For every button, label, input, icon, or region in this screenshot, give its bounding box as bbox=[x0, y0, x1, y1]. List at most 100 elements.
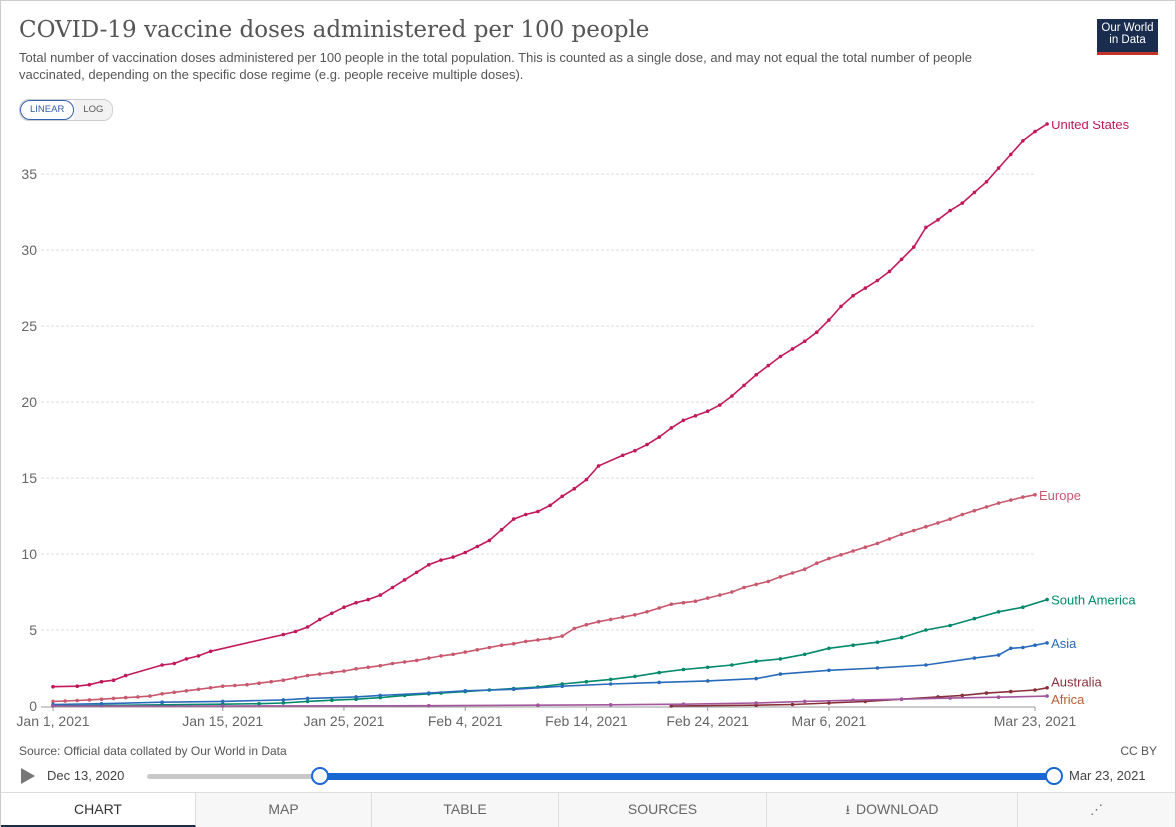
data-point-africa bbox=[899, 697, 904, 701]
data-point-australia bbox=[1033, 688, 1037, 692]
data-point-asia bbox=[875, 666, 880, 670]
data-point-south-america bbox=[851, 643, 855, 647]
data-point-united-states bbox=[87, 682, 92, 687]
data-point-asia bbox=[778, 672, 783, 676]
data-point-united-states bbox=[633, 448, 637, 453]
data-point-asia bbox=[972, 656, 977, 660]
data-point-united-states bbox=[1045, 122, 1049, 126]
play-icon[interactable] bbox=[21, 768, 35, 784]
data-point-united-states bbox=[778, 354, 783, 359]
data-point-europe bbox=[439, 654, 443, 658]
data-point-south-america bbox=[608, 677, 613, 682]
data-point-united-states bbox=[342, 605, 346, 609]
data-point-europe bbox=[63, 699, 67, 703]
data-point-united-states bbox=[560, 494, 564, 499]
timeline-start-label: Dec 13, 2020 bbox=[47, 768, 125, 783]
data-point-asia bbox=[705, 679, 710, 683]
data-point-asia bbox=[160, 700, 164, 704]
data-point-united-states bbox=[463, 550, 468, 555]
owid-logo[interactable]: Our World in Data bbox=[1097, 19, 1158, 55]
log-scale-button[interactable]: LOG bbox=[74, 100, 113, 120]
data-point-united-states bbox=[863, 286, 868, 290]
data-point-europe bbox=[996, 501, 1001, 505]
data-point-australia bbox=[827, 701, 831, 705]
data-point-europe bbox=[984, 505, 989, 509]
data-point-europe bbox=[330, 670, 334, 675]
data-point-africa bbox=[996, 695, 1001, 699]
data-point-europe bbox=[87, 698, 92, 702]
data-point-asia bbox=[281, 698, 286, 702]
linear-scale-button[interactable]: LINEAR bbox=[20, 100, 75, 120]
data-point-united-states bbox=[657, 435, 661, 439]
data-point-south-america bbox=[827, 646, 831, 651]
tab-sources[interactable]: SOURCES bbox=[559, 793, 767, 827]
timeline-selected-range[interactable] bbox=[319, 773, 1054, 780]
data-point-europe bbox=[912, 528, 916, 533]
data-point-africa bbox=[851, 698, 855, 702]
data-point-europe bbox=[560, 634, 564, 638]
data-point-europe bbox=[184, 689, 189, 693]
data-point-united-states bbox=[208, 649, 213, 654]
data-point-europe bbox=[172, 690, 176, 695]
data-point-europe bbox=[596, 619, 601, 624]
tab-chart[interactable]: CHART bbox=[1, 793, 196, 827]
series-label-united-states: United States bbox=[1051, 121, 1130, 132]
data-point-south-america bbox=[924, 628, 928, 632]
y-tick-label: 25 bbox=[21, 318, 37, 334]
data-point-europe bbox=[718, 593, 722, 597]
series-label-australia: Australia bbox=[1051, 674, 1102, 689]
data-point-south-america bbox=[972, 616, 977, 621]
tab-download-label: DOWNLOAD bbox=[856, 801, 939, 817]
data-point-united-states bbox=[111, 678, 116, 682]
data-point-south-america bbox=[899, 635, 904, 640]
data-point-europe bbox=[148, 694, 152, 698]
data-point-europe bbox=[815, 561, 819, 565]
source-note[interactable]: Source: Official data collated by Our Wo… bbox=[19, 744, 287, 758]
data-point-australia bbox=[984, 691, 989, 695]
timeline-end-label: Mar 23, 2021 bbox=[1069, 768, 1146, 783]
x-tick-label: Feb 24, 2021 bbox=[666, 713, 749, 729]
data-point-africa bbox=[608, 703, 613, 707]
tab-map[interactable]: MAP bbox=[196, 793, 372, 827]
data-point-united-states bbox=[936, 218, 940, 222]
tab-table[interactable]: TABLE bbox=[372, 793, 559, 827]
line-chart: 0 5 10 15 20 25 30 35 Jan 1, 2021 Jan 15, 2021 Jan… bbox=[16, 121, 1136, 729]
timeline-end-handle[interactable] bbox=[1045, 767, 1063, 785]
data-point-europe bbox=[1021, 495, 1025, 499]
data-point-united-states bbox=[572, 486, 577, 491]
data-point-africa bbox=[427, 703, 431, 708]
data-point-united-states bbox=[887, 269, 892, 274]
series-label-asia: Asia bbox=[1051, 636, 1077, 651]
data-point-united-states bbox=[693, 414, 698, 418]
data-point-united-states bbox=[123, 673, 128, 678]
tab-share[interactable]: ⋰ bbox=[1018, 793, 1175, 827]
data-point-south-america bbox=[584, 679, 589, 684]
series-label-south-america: South America bbox=[1051, 593, 1136, 608]
data-point-united-states bbox=[184, 657, 189, 661]
data-point-europe bbox=[924, 524, 928, 529]
license-link[interactable]: CC BY bbox=[1120, 744, 1157, 758]
data-point-asia bbox=[427, 691, 431, 695]
data-point-europe bbox=[451, 652, 455, 657]
data-point-united-states bbox=[827, 318, 831, 322]
data-point-europe bbox=[608, 617, 613, 622]
tab-download[interactable]: ⭳ DOWNLOAD bbox=[767, 793, 1018, 827]
data-point-europe bbox=[754, 582, 758, 587]
data-point-south-america bbox=[754, 659, 758, 663]
data-point-asia bbox=[511, 687, 516, 692]
timeline-start-handle[interactable] bbox=[311, 767, 329, 785]
data-point-europe bbox=[427, 656, 431, 660]
data-point-united-states bbox=[960, 201, 965, 205]
data-point-europe bbox=[572, 626, 577, 631]
data-point-europe bbox=[536, 638, 540, 642]
data-point-united-states bbox=[499, 527, 504, 532]
data-point-europe bbox=[51, 699, 55, 704]
data-point-south-america bbox=[633, 674, 637, 679]
chart-subtitle: Total number of vaccination doses admini… bbox=[19, 50, 972, 82]
data-point-south-america bbox=[657, 670, 661, 675]
data-point-united-states bbox=[681, 418, 686, 423]
data-point-asia bbox=[354, 695, 358, 699]
y-tick-label: 15 bbox=[21, 470, 37, 486]
data-point-europe bbox=[633, 613, 637, 617]
data-point-australia bbox=[1045, 686, 1049, 690]
